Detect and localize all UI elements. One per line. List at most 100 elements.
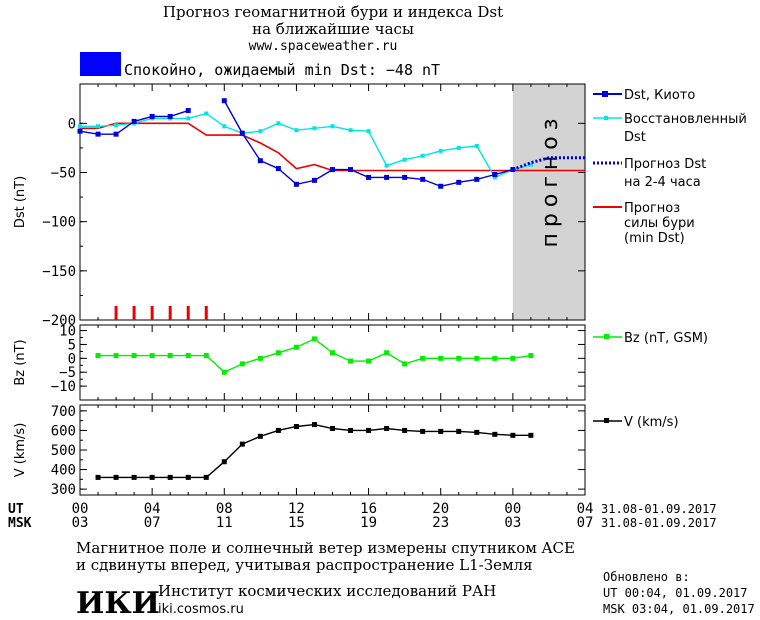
- bz-point: [239, 361, 245, 367]
- v-point: [528, 432, 534, 438]
- dst-panel: прогноз 0 −50 −100 −150 −200 Dst (nT): [13, 83, 586, 329]
- legend-label-v: V (km/s): [624, 415, 679, 430]
- bz-point: [366, 358, 372, 364]
- ut-date-range: 31.08-01.09.2017: [601, 502, 717, 516]
- restored-dst-point: [258, 129, 263, 134]
- bz-point: [420, 355, 426, 361]
- restored-dst-point: [438, 148, 443, 153]
- bz-point: [113, 353, 119, 359]
- restored-dst-point: [312, 126, 317, 131]
- msk-tick-label: 07: [577, 515, 594, 531]
- bz-point: [384, 350, 390, 356]
- bz-point: [402, 361, 408, 367]
- restored-dst-line: [80, 112, 532, 179]
- y-tick-label: −150: [42, 264, 76, 280]
- y-tick-label: 700: [51, 404, 76, 420]
- msk-tick-label: 23: [432, 515, 449, 531]
- restored-dst-point: [420, 153, 425, 158]
- v-axis-label: V (km/s): [13, 423, 28, 478]
- kyoto-dst-point: [95, 131, 101, 137]
- ut-tick-label: 00: [72, 501, 89, 517]
- restored-dst-point: [402, 157, 407, 162]
- y-tick-label: 10: [59, 324, 76, 340]
- dst-forecast-line: [512, 156, 585, 172]
- kyoto-dst-point: [167, 113, 173, 119]
- restored-dst-point: [204, 111, 209, 116]
- kyoto-dst-point: [420, 176, 426, 182]
- y-tick-label: 0: [68, 351, 76, 367]
- ut-tick-label: 04: [144, 501, 161, 517]
- institute-name: Институт космических исследований РАН: [158, 582, 496, 600]
- updated-ut: UT 00:04, 01.09.2017: [603, 586, 748, 600]
- bz-point: [311, 336, 317, 342]
- y-tick-label: 500: [51, 443, 76, 459]
- restored-dst-point: [114, 123, 119, 128]
- bz-point: [185, 353, 191, 359]
- v-point: [221, 459, 227, 465]
- v-point: [167, 474, 173, 480]
- v-point: [402, 427, 408, 433]
- kyoto-dst-point: [221, 98, 227, 104]
- msk-tick-label: 15: [288, 515, 305, 531]
- status-text: Спокойно, ожидаемый min Dst: −48 nT: [124, 61, 440, 79]
- legend-marker-kyoto: [602, 91, 608, 97]
- legend-label-storm-1: Прогноз: [624, 201, 680, 216]
- y-tick-label: −200: [42, 313, 76, 329]
- forecast-band: [512, 84, 585, 320]
- v-point: [474, 429, 480, 435]
- restored-dst-point: [384, 163, 389, 168]
- kyoto-dst-point: [239, 130, 245, 136]
- v-point: [131, 474, 137, 480]
- kyoto-dst-point: [293, 181, 299, 187]
- footer-note-line-2: и сдвинуты вперед, учитывая распростране…: [76, 556, 533, 574]
- kyoto-dst-point: [149, 113, 155, 119]
- bz-point: [438, 355, 444, 361]
- kyoto-dst-point: [438, 183, 444, 189]
- legend-label-bz: Bz (nT, GSM): [624, 331, 708, 346]
- kyoto-dst-point: [275, 166, 281, 172]
- bz-point: [330, 350, 335, 356]
- restored-dst-point: [348, 128, 353, 133]
- v-point: [438, 428, 444, 434]
- kyoto-dst-point: [384, 174, 390, 180]
- msk-tick-label: 07: [144, 515, 161, 531]
- restored-dst-point: [474, 143, 479, 148]
- bz-point: [474, 355, 480, 361]
- restored-dst-point: [456, 145, 461, 150]
- bz-point: [131, 353, 137, 359]
- legend-marker-v: [604, 418, 609, 423]
- legend-bz: Bz (nT, GSM): [593, 331, 708, 346]
- forecast-band-label: прогноз: [538, 113, 563, 248]
- v-panel: 700 600 500 400 300 V (km/s): [13, 404, 586, 498]
- v-point: [311, 422, 317, 428]
- bz-point: [149, 353, 155, 359]
- legend-marker-restored: [604, 116, 608, 120]
- v-point: [149, 474, 155, 480]
- restored-dst-point: [492, 175, 497, 180]
- v-point: [95, 474, 101, 480]
- v-point: [366, 427, 372, 433]
- bz-point: [95, 353, 101, 359]
- dst-axis-label: Dst (nT): [13, 176, 28, 228]
- legend-label-forecast-2: на 2-4 часа: [624, 175, 701, 190]
- v-point: [257, 433, 263, 439]
- legend-v: V (km/s): [593, 415, 679, 430]
- y-tick-label: 400: [51, 463, 76, 479]
- y-tick-label: 5: [68, 337, 76, 353]
- msk-tick-label: 03: [504, 515, 521, 531]
- kyoto-dst-point: [257, 158, 263, 164]
- bz-point: [348, 358, 354, 364]
- kyoto-dst-point: [456, 179, 462, 185]
- y-tick-label: −10: [51, 379, 76, 395]
- bz-point: [257, 355, 263, 361]
- v-point: [203, 474, 209, 480]
- restored-dst-point: [528, 162, 533, 167]
- v-point: [420, 428, 426, 434]
- status-indicator-box: [80, 52, 121, 76]
- legend-label-forecast-1: Прогноз Dst: [624, 157, 706, 172]
- msk-tick-label: 11: [216, 515, 233, 531]
- legend-label-restored-1: Восстановленный: [624, 112, 747, 127]
- title-line-1: Прогноз геомагнитной бури и индекса Dst: [163, 3, 503, 21]
